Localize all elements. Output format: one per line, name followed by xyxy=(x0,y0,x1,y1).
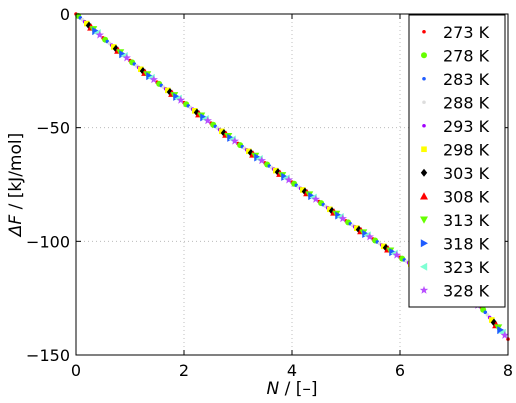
legend-marker xyxy=(419,285,429,294)
legend-label: 288 K xyxy=(443,93,490,112)
data-point xyxy=(95,30,104,39)
data-point xyxy=(138,66,144,73)
legend: 273 K 278 K 283 K 288 K 293 K 298 K 303 K 308 K… xyxy=(408,14,506,308)
data-point xyxy=(254,153,262,162)
legend-label: 328 K xyxy=(443,281,490,300)
data-point xyxy=(354,225,360,231)
legend-label: 323 K xyxy=(443,258,490,277)
legend-entry: 323 K xyxy=(420,258,490,277)
legend-entry: 298 K xyxy=(421,140,490,159)
legend-entry: 288 K xyxy=(422,93,490,112)
data-point xyxy=(284,175,293,184)
data-point xyxy=(300,187,306,193)
data-point xyxy=(257,156,266,165)
data-point xyxy=(500,330,509,339)
legend-marker xyxy=(420,239,428,248)
legend-entry: 278 K xyxy=(421,46,490,65)
data-point xyxy=(485,313,490,317)
legend-entry: 283 K xyxy=(422,70,490,89)
legend-marker xyxy=(422,76,426,81)
legend-marker xyxy=(422,29,426,34)
data-point xyxy=(497,326,505,335)
data-point xyxy=(112,44,120,53)
y-axis-title: ΔF / [kJ/mol] xyxy=(6,133,26,239)
x-tick-label: 4 xyxy=(287,361,297,380)
data-point xyxy=(389,248,397,257)
legend-entry: 313 K xyxy=(420,211,490,230)
data-point xyxy=(219,128,225,135)
x-axis-title: N / [–] xyxy=(266,379,317,399)
legend-entry: 308 K xyxy=(420,187,490,206)
y-axis-unit: / [kJ/mol] xyxy=(6,133,26,215)
data-point xyxy=(149,75,158,84)
y-tick-label: −50 xyxy=(36,119,70,138)
data-point xyxy=(122,53,131,62)
y-tick-label: −150 xyxy=(26,346,70,365)
legend-entry: 328 K xyxy=(419,281,490,300)
legend-entry: 293 K xyxy=(422,117,490,136)
data-point xyxy=(203,116,212,125)
x-axis-symbol: N xyxy=(266,379,279,399)
legend-entry: 318 K xyxy=(420,234,490,253)
data-point xyxy=(392,250,401,259)
data-point xyxy=(230,136,239,145)
data-point xyxy=(381,243,387,250)
legend-marker xyxy=(420,168,428,177)
legend-label: 278 K xyxy=(443,46,490,65)
data-point xyxy=(327,206,333,213)
y-axis-symbol: ΔF xyxy=(6,215,26,239)
data-point xyxy=(335,211,343,220)
x-tick-label: 2 xyxy=(179,361,189,380)
legend-label: 283 K xyxy=(443,70,490,89)
legend-label: 298 K xyxy=(443,140,490,159)
data-point xyxy=(311,194,320,203)
axis-ticks: 0 2 4 6 8 0 −50 −100 −150 xyxy=(26,5,513,380)
data-point xyxy=(85,21,93,30)
data-point xyxy=(489,317,495,323)
legend-label: 308 K xyxy=(443,187,490,206)
legend-label: 293 K xyxy=(443,117,490,136)
legend-marker xyxy=(421,146,427,153)
legend-marker xyxy=(422,100,426,105)
x-tick-label: 8 xyxy=(503,361,513,380)
legend-marker xyxy=(420,216,428,224)
x-tick-label: 6 xyxy=(395,361,405,380)
legend-marker xyxy=(420,192,428,200)
data-point xyxy=(308,192,316,201)
legend-label: 313 K xyxy=(443,211,490,230)
data-point xyxy=(176,95,185,104)
x-tick-label: 0 xyxy=(71,361,81,380)
legend-entry: 273 K xyxy=(422,23,490,42)
data-point xyxy=(84,20,90,27)
legend-box xyxy=(408,14,506,308)
legend-label: 318 K xyxy=(443,234,490,253)
legend-marker xyxy=(420,262,428,271)
legend-label: 303 K xyxy=(443,164,490,183)
legend-label: 273 K xyxy=(443,23,490,42)
data-point xyxy=(365,232,374,241)
data-point xyxy=(192,108,198,114)
data-point xyxy=(165,87,171,94)
legend-marker xyxy=(421,52,427,59)
y-tick-label: 0 xyxy=(60,5,70,24)
x-axis-unit: / [–] xyxy=(279,379,317,399)
legend-marker xyxy=(422,123,426,128)
data-point xyxy=(111,44,117,50)
data-point xyxy=(281,172,289,181)
data-point xyxy=(146,72,154,81)
data-point xyxy=(362,229,370,238)
data-point xyxy=(483,310,488,315)
data-point xyxy=(273,167,279,174)
legend-entry: 303 K xyxy=(420,164,490,183)
y-tick-label: −100 xyxy=(26,232,70,251)
data-point xyxy=(246,148,252,155)
data-point xyxy=(338,214,347,223)
data-point xyxy=(227,133,235,142)
data-point xyxy=(200,113,208,122)
data-point xyxy=(173,92,181,101)
